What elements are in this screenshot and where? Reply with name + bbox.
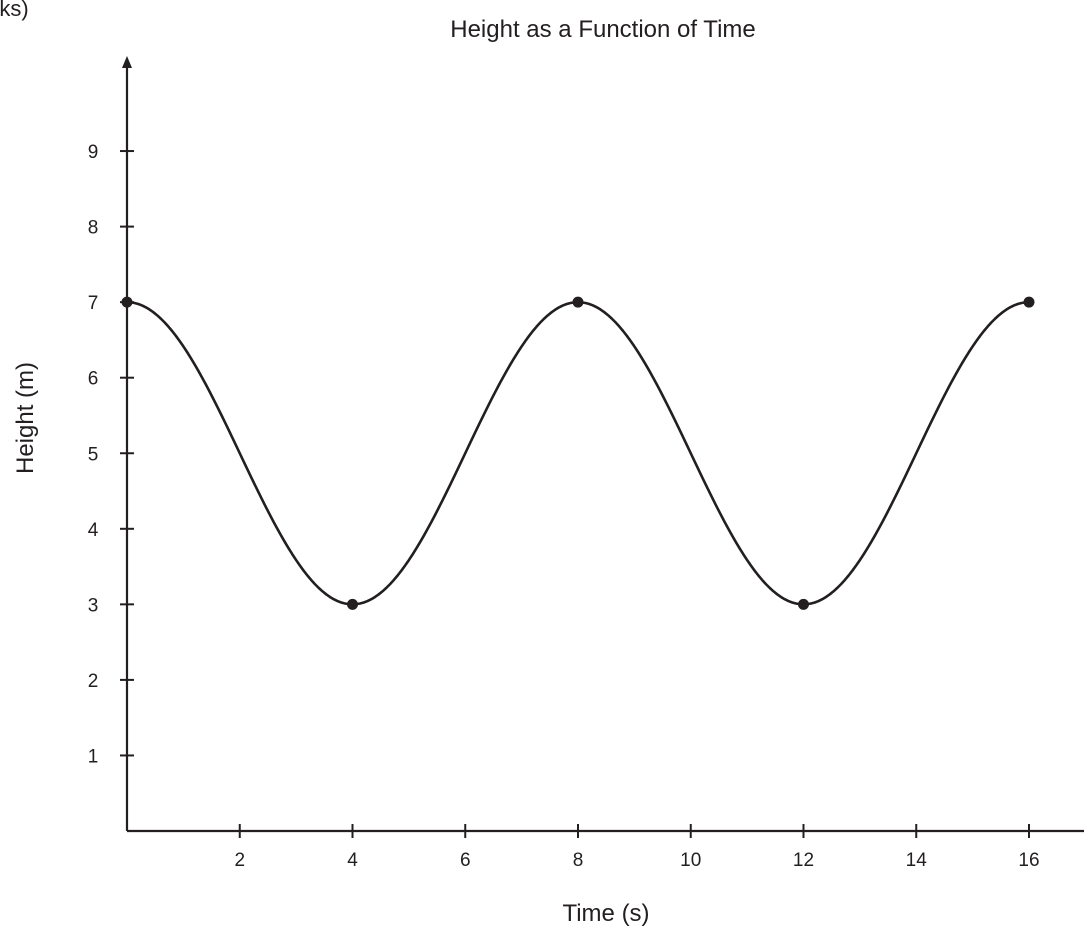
y-tick-label: 5 [88,444,99,465]
y-tick-label: 9 [88,142,99,163]
x-tick-label: 14 [906,850,928,871]
y-axis-arrow-icon [122,56,132,68]
y-tick-label: 1 [88,746,99,767]
chart-title: Height as a Function of Time [450,16,755,43]
data-point [347,598,358,610]
y-axis-title: Height (m) [12,362,39,474]
cropped-text-fragment: rks) [0,0,29,21]
y-tick-label: 3 [88,595,99,616]
x-tick-label: 4 [347,850,358,871]
y-tick-label: 4 [88,520,99,541]
data-point [798,598,809,610]
y-tick-label: 8 [88,218,99,239]
x-tick-label: 16 [1018,850,1039,871]
axes [122,56,1084,833]
data-point [1023,296,1035,308]
series [121,296,1035,610]
x-tick-label: 6 [460,850,471,871]
x-tick-label: 12 [793,850,814,871]
x-tick-label: 8 [573,850,584,871]
data-point [572,296,584,308]
data-point [121,296,133,308]
x-axis-title: Time (s) [562,900,649,927]
y-tick-label: 2 [88,671,99,692]
series-line [126,300,1030,606]
y-tick-label: 6 [88,369,99,390]
x-tick-label: 10 [680,850,701,871]
y-tick-label: 7 [88,293,99,314]
x-tick-label: 2 [234,850,245,871]
